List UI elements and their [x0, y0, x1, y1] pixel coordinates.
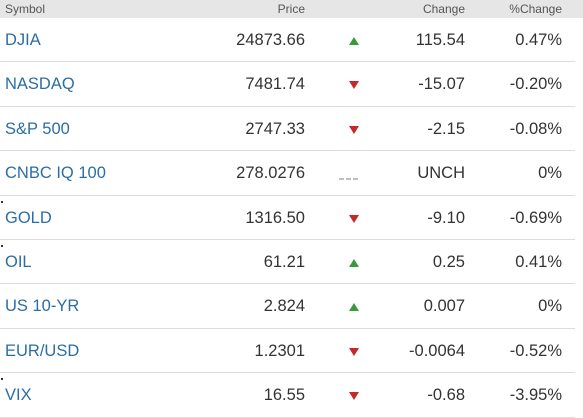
- table-row: VIX 16.55 -0.68 -3.95%: [0, 373, 575, 418]
- header-cell: Change: [422, 2, 465, 16]
- change: -9.10: [427, 208, 465, 227]
- change: UNCH: [417, 164, 465, 183]
- price: 16.55: [263, 386, 305, 405]
- change: -15.07: [418, 75, 465, 94]
- percent-change: -0.20%: [509, 75, 562, 94]
- table-row: NASDAQ 7481.74 -15.07 -0.20%: [0, 62, 575, 107]
- direction-icon: [349, 125, 359, 134]
- symbol-link[interactable]: EUR/USD: [5, 341, 80, 360]
- price: 1.2301: [254, 341, 305, 360]
- table-row: EUR/USD 1.2301 -0.0064 -0.52%: [0, 329, 575, 374]
- symbol-link[interactable]: VIX: [5, 386, 32, 405]
- percent-change: -0.52%: [509, 341, 562, 360]
- direction-icon: [339, 178, 358, 180]
- percent-change: 0%: [538, 297, 562, 316]
- price: 61.21: [263, 253, 305, 271]
- symbol-link[interactable]: US 10-YR: [5, 297, 80, 316]
- direction-icon: [349, 37, 359, 45]
- table-row: S&P 500 2747.33 -2.15 -0.08%: [0, 107, 575, 152]
- change: 0.25: [432, 253, 465, 271]
- percent-change: -0.08%: [509, 119, 562, 138]
- symbol-link[interactable]: CNBC IQ 100: [5, 164, 106, 183]
- marker-dot: [1, 378, 3, 381]
- price: 2.824: [263, 297, 305, 316]
- header-cell: %Change: [509, 2, 562, 16]
- price: 278.0276: [236, 164, 305, 183]
- change: 115.54: [415, 31, 465, 49]
- percent-change: -0.69%: [509, 208, 562, 227]
- price: 24873.66: [236, 31, 305, 49]
- direction-icon: [349, 214, 359, 223]
- direction-icon: [349, 347, 359, 356]
- direction-icon: [349, 392, 359, 401]
- price: 1316.50: [245, 208, 305, 227]
- change: -2.15: [427, 119, 465, 138]
- table-row: US 10-YR 2.824 0.007 0%: [0, 284, 575, 329]
- percent-change: 0.41%: [515, 253, 562, 271]
- table-row: CNBC IQ 100 278.0276 UNCH 0%: [0, 151, 575, 196]
- marker-dot: [1, 245, 3, 247]
- symbol-link[interactable]: OIL: [5, 253, 32, 271]
- change: -0.68: [427, 386, 465, 405]
- change: 0.007: [423, 297, 465, 316]
- price: 7481.74: [245, 75, 305, 94]
- percent-change: 0.47%: [515, 31, 562, 49]
- table-row: DJIA 24873.66 115.54 0.47%: [0, 18, 575, 63]
- direction-icon: [349, 303, 359, 312]
- table-row: OIL 61.21 0.25 0.41%: [0, 240, 575, 285]
- header-cell: Price: [277, 2, 305, 16]
- change: -0.0064: [409, 341, 465, 360]
- price: 2747.33: [245, 119, 305, 138]
- direction-icon: [349, 259, 359, 267]
- marker-dot: [1, 200, 3, 203]
- symbol-link[interactable]: NASDAQ: [5, 75, 75, 94]
- symbol-link[interactable]: S&P 500: [5, 119, 70, 138]
- header-cell: Symbol: [5, 2, 46, 16]
- symbol-link[interactable]: GOLD: [5, 208, 52, 227]
- percent-change: 0%: [538, 164, 562, 183]
- percent-change: -3.95%: [509, 386, 562, 405]
- table-header: Symbol Price Change %Change: [0, 0, 583, 18]
- direction-icon: [349, 81, 359, 90]
- symbol-link[interactable]: DJIA: [5, 31, 41, 49]
- table-row: GOLD 1316.50 -9.10 -0.69%: [0, 196, 575, 240]
